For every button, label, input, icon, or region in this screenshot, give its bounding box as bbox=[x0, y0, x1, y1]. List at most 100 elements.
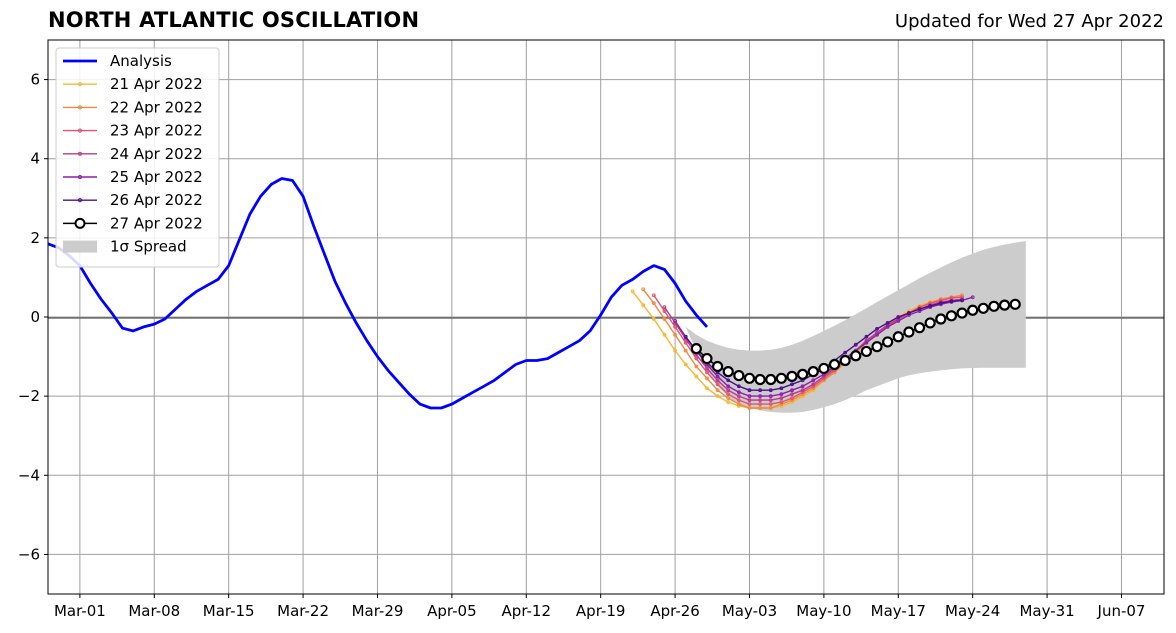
forecast-point bbox=[722, 366, 734, 378]
forecast-point bbox=[800, 388, 805, 393]
legend-label: 21 Apr 2022 bbox=[110, 75, 203, 93]
forecast-point bbox=[754, 373, 766, 386]
x-tick-label: May-31 bbox=[1019, 602, 1074, 620]
forecast-point bbox=[715, 394, 720, 399]
x-tick-label: Apr-26 bbox=[650, 602, 700, 620]
forecast-point bbox=[690, 343, 702, 355]
spread-band bbox=[685, 241, 1026, 413]
forecast-point bbox=[673, 319, 677, 323]
forecast-point bbox=[779, 392, 784, 397]
forecast-point bbox=[758, 406, 763, 410]
forecast-point bbox=[736, 390, 741, 395]
forecast-point bbox=[913, 322, 926, 334]
forecast-point bbox=[662, 332, 667, 337]
forecast-point bbox=[662, 317, 667, 321]
forecast-point bbox=[726, 388, 731, 393]
updated-label: Updated for Wed 27 Apr 2022 bbox=[894, 11, 1164, 32]
forecast-point bbox=[694, 374, 699, 379]
forecast-point bbox=[726, 392, 731, 397]
forecast-point bbox=[768, 388, 773, 393]
forecast-point bbox=[811, 382, 816, 387]
forecast-point bbox=[765, 373, 777, 386]
forecast-point bbox=[641, 287, 646, 292]
forecast-point bbox=[779, 386, 784, 391]
forecast-point bbox=[736, 402, 741, 406]
forecast-point bbox=[715, 388, 720, 393]
forecast-point bbox=[736, 394, 741, 399]
analysis-line bbox=[47, 177, 709, 410]
chart-title: NORTH ATLANTIC OSCILLATION bbox=[48, 8, 420, 32]
forecast-point bbox=[705, 386, 709, 391]
forecast-point bbox=[896, 315, 901, 319]
forecast-point bbox=[715, 374, 720, 379]
x-tick-label: Mar-15 bbox=[203, 602, 255, 620]
legend-label: 25 Apr 2022 bbox=[110, 168, 203, 186]
forecast-point bbox=[945, 310, 958, 322]
forecast-point bbox=[726, 384, 731, 389]
legend-marker bbox=[74, 217, 86, 229]
forecast-point bbox=[758, 398, 763, 403]
forecast-point bbox=[630, 289, 635, 294]
forecast-point bbox=[935, 313, 947, 325]
legend-swatch-spread bbox=[63, 240, 97, 253]
forecast-point bbox=[726, 378, 731, 383]
forecast-point bbox=[758, 402, 763, 406]
x-tick-label: Mar-01 bbox=[54, 602, 106, 620]
x-tick-label: May-10 bbox=[796, 602, 851, 620]
forecast-point bbox=[960, 298, 964, 303]
y-tick-label: 2 bbox=[30, 229, 40, 247]
forecast-point bbox=[768, 406, 773, 410]
legend-label: 23 Apr 2022 bbox=[110, 122, 203, 140]
forecast-point bbox=[917, 307, 922, 311]
legend-label: 1σ Spread bbox=[110, 238, 187, 256]
forecast-point bbox=[882, 336, 894, 348]
y-axis: 6 4 2 0 −2 −4 −6 bbox=[18, 71, 48, 563]
forecast-point bbox=[694, 364, 699, 369]
forecast-point bbox=[779, 396, 784, 401]
forecast-point bbox=[988, 300, 1000, 312]
forecast-point bbox=[747, 406, 752, 410]
forecast-point bbox=[967, 304, 979, 316]
forecast-point bbox=[705, 366, 709, 371]
forecast-point bbox=[747, 398, 752, 403]
forecast-point bbox=[885, 321, 890, 325]
forecast-point bbox=[924, 317, 936, 329]
x-tick-label: May-03 bbox=[722, 602, 777, 620]
forecast-point bbox=[998, 299, 1011, 311]
forecast-point bbox=[641, 303, 646, 308]
legend-marker bbox=[77, 82, 83, 87]
legend-label: 24 Apr 2022 bbox=[110, 145, 203, 163]
grid-lines bbox=[48, 40, 1164, 594]
forecast-point bbox=[807, 366, 819, 378]
forecast-point bbox=[896, 319, 901, 323]
forecast-point bbox=[790, 392, 794, 397]
forecast-point bbox=[651, 301, 656, 306]
forecast-point bbox=[683, 334, 688, 339]
forecast-point bbox=[694, 356, 699, 361]
forecast-point bbox=[875, 326, 879, 331]
y-tick-label: 0 bbox=[30, 308, 40, 326]
forecast-point bbox=[850, 350, 862, 362]
x-axis: Mar-01 Mar-08 Mar-15 Mar-22 Mar-29 Apr-05 Apr-… bbox=[54, 594, 1145, 620]
forecast-point bbox=[673, 348, 677, 353]
forecast-point bbox=[860, 345, 873, 358]
x-tick-label: May-24 bbox=[945, 602, 1000, 620]
forecast-point bbox=[743, 372, 756, 384]
forecast-point bbox=[705, 370, 709, 375]
forecast-point bbox=[715, 382, 720, 387]
forecast-point bbox=[726, 400, 731, 404]
legend-marker bbox=[77, 174, 83, 180]
legend-label: 26 Apr 2022 bbox=[110, 191, 203, 209]
forecast-point bbox=[818, 362, 830, 375]
x-tick-label: Mar-08 bbox=[128, 602, 180, 620]
forecast-point bbox=[949, 299, 954, 304]
forecast-lines bbox=[630, 287, 1021, 410]
forecast-point bbox=[864, 334, 869, 339]
y-tick-label: 6 bbox=[30, 71, 40, 89]
forecast-point bbox=[790, 396, 794, 401]
forecast-point bbox=[843, 350, 848, 355]
forecast-point bbox=[747, 394, 752, 399]
forecast-point bbox=[701, 352, 713, 365]
forecast-point bbox=[800, 384, 805, 389]
forecast-point bbox=[715, 378, 720, 383]
